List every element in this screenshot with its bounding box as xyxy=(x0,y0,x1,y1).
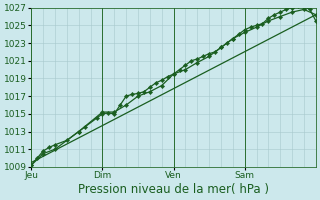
X-axis label: Pression niveau de la mer( hPa ): Pression niveau de la mer( hPa ) xyxy=(78,183,269,196)
